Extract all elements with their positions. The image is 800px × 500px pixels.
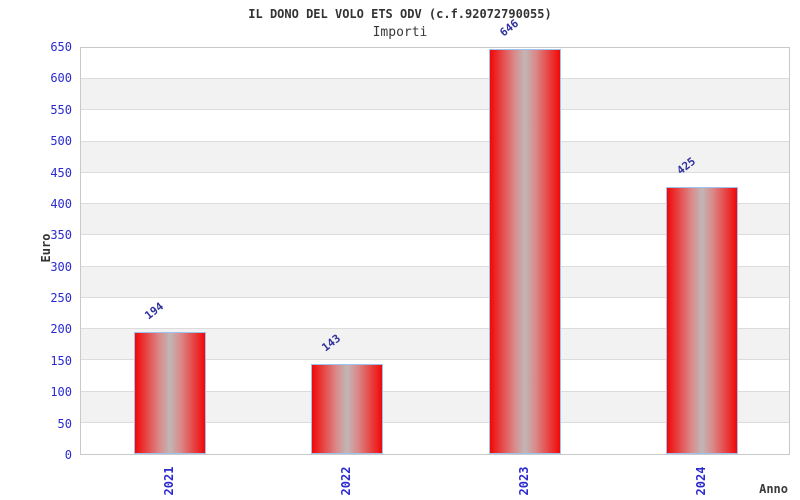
gridline <box>81 328 789 330</box>
y-axis-tick-label: 400 <box>50 196 72 211</box>
x-axis-tick-label: 2024 <box>694 466 709 496</box>
y-axis-tick-label: 0 <box>64 448 72 462</box>
gridline <box>81 390 789 392</box>
y-axis-tick-label: 200 <box>50 322 72 337</box>
bar <box>488 48 561 454</box>
gridline <box>81 203 789 205</box>
plot-band <box>81 141 789 173</box>
gridline <box>81 78 789 80</box>
chart-subtitle: Importi <box>372 25 428 40</box>
y-axis-tick-label: 150 <box>50 353 72 368</box>
y-axis-title: Euro <box>39 233 53 263</box>
gridline <box>81 265 789 267</box>
x-axis-tick-label: 2022 <box>339 466 354 496</box>
y-axis-tick-label: 350 <box>50 228 72 243</box>
bar <box>133 332 206 454</box>
gridline <box>81 140 789 142</box>
x-axis-tick-label: 2023 <box>516 466 531 496</box>
y-axis-tick-label: 550 <box>50 102 72 117</box>
gridline <box>81 359 789 361</box>
bar <box>666 187 739 454</box>
gridline <box>81 234 789 236</box>
y-axis-tick-label: 300 <box>50 259 72 274</box>
y-axis-tick-label: 500 <box>50 134 72 149</box>
y-axis-tick-label: 50 <box>57 416 72 431</box>
y-axis-tick-label: 650 <box>50 40 72 54</box>
x-axis-tick-label: 2021 <box>161 466 176 496</box>
chart-title: IL DONO DEL VOLO ETS ODV (c.f.9207279005… <box>248 7 552 21</box>
bar <box>311 364 384 454</box>
gridline <box>81 421 789 423</box>
x-axis-title: Anno <box>759 482 788 496</box>
y-axis-tick-label: 250 <box>50 291 72 306</box>
gridline <box>81 296 789 298</box>
y-axis-tick-label: 600 <box>50 71 72 86</box>
gridline <box>81 109 789 111</box>
plot-area <box>80 47 790 455</box>
plot-band <box>81 79 789 111</box>
y-axis-tick-label: 100 <box>50 385 72 400</box>
gridline <box>81 171 789 173</box>
y-axis-tick-label: 450 <box>50 165 72 180</box>
